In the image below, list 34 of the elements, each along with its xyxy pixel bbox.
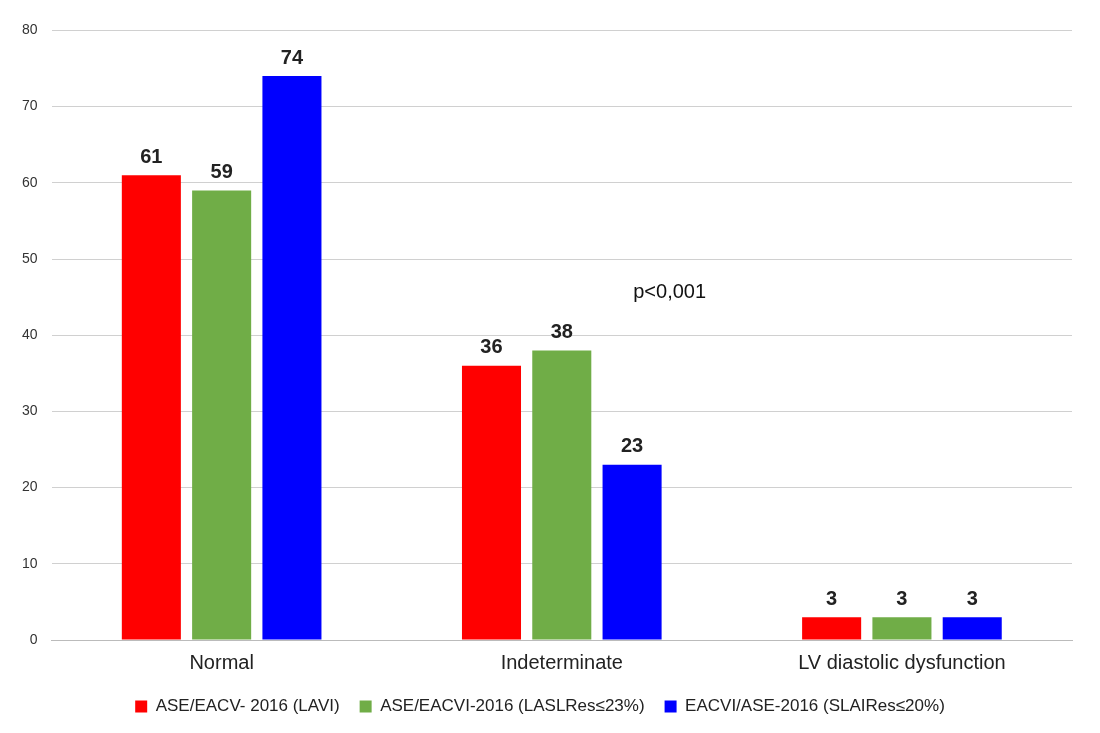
x-tick-label: Normal — [189, 650, 254, 673]
bar — [532, 350, 592, 640]
bar — [121, 175, 181, 640]
bar — [602, 464, 662, 640]
data-label: 3 — [896, 586, 908, 609]
data-label: 3 — [826, 586, 838, 609]
bar — [872, 617, 932, 640]
y-tick-label: 80 — [21, 21, 38, 38]
data-label: 38 — [550, 319, 573, 342]
legend-label: ASE/EACVI-2016 (LASLRes≤23%) — [380, 696, 645, 716]
x-tick-label: Indeterminate — [500, 650, 623, 673]
legend-label: EACVI/ASE-2016 (SLAIRes≤20%) — [685, 696, 945, 716]
bar — [461, 365, 522, 640]
y-tick-label: 30 — [21, 402, 38, 419]
bar — [802, 617, 862, 640]
data-label: 61 — [140, 144, 163, 167]
y-tick-label: 0 — [29, 630, 38, 647]
x-tick-label: LV diastolic dysfunction — [798, 650, 1006, 673]
bar — [942, 617, 1002, 640]
annotation: p<0,001 — [633, 280, 707, 303]
data-label: 36 — [480, 335, 503, 358]
legend-label: ASE/EACV- 2016 (LAVI) — [155, 696, 340, 716]
y-tick-label: 10 — [21, 554, 38, 571]
bar — [262, 76, 322, 640]
y-tick-label: 50 — [21, 249, 38, 266]
data-label: 23 — [620, 434, 644, 457]
y-tick-label: 60 — [21, 173, 38, 190]
data-label: 74 — [280, 45, 304, 68]
data-label: 59 — [210, 159, 233, 182]
y-tick-label: 20 — [21, 478, 38, 495]
data-label: 3 — [966, 586, 978, 609]
y-tick-label: 70 — [21, 97, 38, 114]
bar — [192, 190, 252, 640]
y-tick-label: 40 — [21, 326, 38, 343]
